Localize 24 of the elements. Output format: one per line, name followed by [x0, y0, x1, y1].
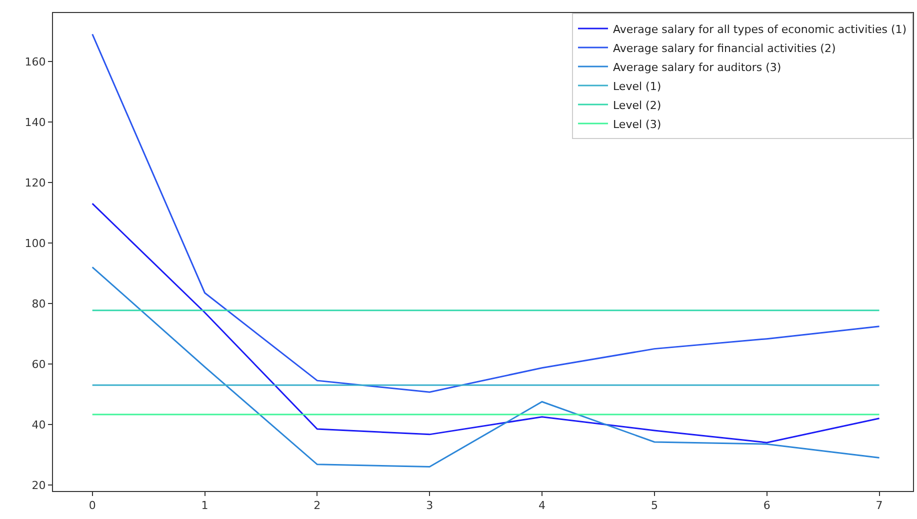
- x-tick-label: 1: [201, 499, 208, 512]
- x-tick-label: 7: [876, 499, 883, 512]
- legend-label: Level (1): [613, 80, 662, 93]
- y-tick-label: 160: [24, 55, 46, 68]
- y-tick-label: 120: [24, 176, 46, 190]
- y-tick-label: 100: [24, 236, 46, 250]
- x-tick-label: 0: [88, 499, 96, 512]
- legend-label: Level (2): [613, 98, 662, 112]
- x-tick-label: 2: [314, 499, 321, 512]
- legend-label: Level (3): [613, 118, 662, 131]
- line-series: [92, 266, 880, 468]
- x-tick-label: 3: [426, 499, 434, 512]
- y-tick-label: 60: [32, 358, 46, 371]
- y-tick-label: 40: [32, 418, 46, 432]
- y-tick-label: 20: [32, 478, 46, 492]
- x-tick-label: 4: [538, 499, 546, 512]
- line-series: [92, 202, 880, 444]
- legend-label: Average salary for all types of economic activities (1): [613, 22, 907, 36]
- legend-label: Average salary for financial activities (2): [613, 42, 836, 55]
- x-tick-label: 5: [650, 499, 658, 512]
- x-tick-label: 6: [763, 499, 770, 512]
- legend-label: Average salary for auditors (3): [613, 60, 782, 74]
- y-tick-label: 140: [24, 116, 46, 129]
- y-tick-label: 80: [32, 297, 46, 310]
